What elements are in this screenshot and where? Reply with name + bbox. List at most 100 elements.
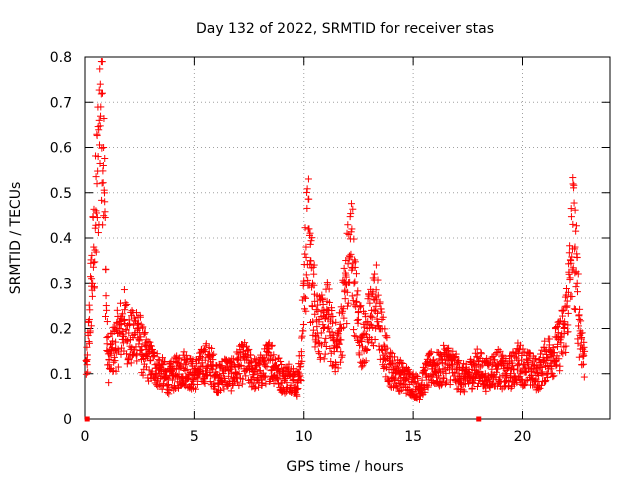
data-point	[548, 363, 556, 371]
data-point	[418, 376, 426, 384]
data-point	[441, 380, 449, 388]
data-point	[337, 348, 345, 356]
data-point	[379, 313, 387, 321]
data-point	[421, 388, 429, 396]
data-point	[423, 382, 431, 390]
data-point	[310, 261, 318, 269]
data-point	[102, 292, 110, 300]
data-point	[569, 180, 577, 188]
data-point	[352, 297, 360, 305]
data-point	[368, 306, 376, 314]
data-point	[97, 58, 105, 66]
data-point	[238, 380, 246, 388]
data-point	[99, 89, 106, 97]
data-point	[352, 270, 360, 278]
data-point	[347, 200, 355, 208]
data-point	[304, 225, 312, 233]
y-axis-title: SRMTID / TECUs	[8, 182, 24, 295]
data-point	[481, 370, 489, 378]
data-point	[153, 350, 161, 358]
data-point	[112, 367, 120, 375]
data-point	[522, 377, 530, 385]
data-point	[562, 342, 570, 350]
data-point	[165, 381, 173, 389]
data-point	[261, 373, 269, 381]
data-point	[374, 276, 382, 284]
data-point	[580, 352, 588, 360]
data-point	[462, 374, 470, 382]
data-point	[341, 295, 349, 303]
data-point	[471, 349, 479, 357]
chart-title: Day 132 of 2022, SRMTID for receiver sta…	[196, 21, 494, 37]
data-point	[311, 297, 319, 305]
data-point	[183, 365, 191, 373]
data-point	[125, 329, 133, 337]
data-point	[371, 336, 379, 344]
data-point	[354, 315, 362, 323]
data-point	[101, 154, 109, 162]
data-point	[175, 365, 183, 373]
data-point	[575, 315, 583, 323]
data-point	[357, 337, 365, 345]
data-point	[353, 291, 361, 299]
data-point	[92, 173, 100, 181]
data-point	[344, 302, 352, 310]
data-point	[376, 325, 384, 332]
data-point	[329, 319, 337, 327]
data-point	[177, 360, 185, 368]
data-point	[555, 355, 563, 363]
data-point	[348, 225, 356, 233]
data-point	[85, 315, 93, 323]
data-point	[321, 314, 329, 322]
data-point	[338, 351, 346, 359]
data-point	[308, 234, 316, 242]
data-point	[121, 302, 129, 310]
data-point	[491, 350, 499, 358]
data-point	[268, 342, 276, 350]
data-point	[150, 352, 158, 360]
data-point	[351, 258, 359, 266]
data-point	[352, 332, 360, 340]
data-point	[102, 312, 110, 320]
data-point	[188, 370, 196, 378]
data-point	[93, 180, 101, 188]
data-point	[296, 376, 304, 384]
data-point	[326, 345, 334, 353]
data-point	[389, 365, 397, 373]
data-point	[251, 355, 259, 363]
data-point	[294, 384, 302, 392]
data-point	[534, 386, 542, 394]
data-point	[88, 251, 96, 259]
data-point	[164, 374, 172, 382]
data-point	[306, 229, 314, 237]
data-point	[327, 349, 335, 357]
data-point	[371, 270, 379, 278]
data-point	[315, 350, 323, 358]
data-point	[96, 122, 104, 130]
data-point	[221, 365, 229, 373]
data-point	[569, 174, 577, 182]
data-point	[372, 293, 380, 301]
data-point	[84, 368, 92, 376]
data-point	[322, 334, 330, 342]
data-point	[538, 381, 546, 389]
data-point	[264, 348, 272, 356]
data-point	[165, 387, 173, 395]
y-tick-label: 0.5	[50, 186, 72, 202]
data-point	[314, 307, 322, 315]
data-point	[300, 293, 308, 301]
data-point	[567, 213, 575, 221]
data-point	[578, 334, 586, 342]
data-point	[573, 279, 581, 287]
data-point	[356, 303, 364, 311]
data-point	[175, 354, 183, 362]
data-point	[390, 375, 398, 383]
data-point	[572, 283, 580, 291]
data-point	[123, 301, 131, 309]
data-point	[293, 379, 301, 387]
data-point	[541, 337, 549, 345]
data-point	[119, 310, 127, 318]
data-point	[116, 317, 124, 325]
data-point	[388, 349, 396, 357]
y-tick-label: 0	[63, 412, 72, 428]
